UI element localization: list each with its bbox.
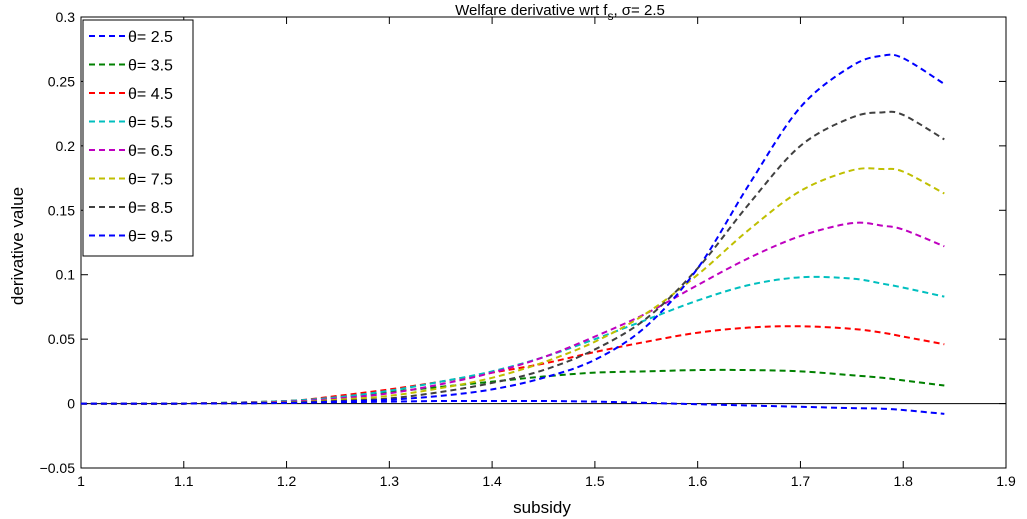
x-tick-label: 1.1 <box>174 473 194 489</box>
x-tick-label: 1 <box>77 473 85 489</box>
x-tick-label: 1.6 <box>688 473 708 489</box>
series-line-2 <box>80 368 945 405</box>
y-tick-label: −0.05 <box>40 460 76 476</box>
legend-entry-4: θ= 5.5 <box>128 115 173 132</box>
series-line-3 <box>80 325 945 405</box>
y-tick-label: 0.1 <box>56 267 76 283</box>
series-line-1 <box>80 399 945 415</box>
x-tick-label: 1.9 <box>996 473 1016 489</box>
legend-box <box>82 19 194 257</box>
x-axis-label: subsidy <box>513 498 571 517</box>
x-tick-label: 1.3 <box>380 473 400 489</box>
series-line-7 <box>80 110 945 405</box>
title-suffix: , σ= 2.5 <box>613 2 664 19</box>
legend-entry-7: θ= 8.5 <box>128 200 173 217</box>
x-tick-label: 1.5 <box>585 473 605 489</box>
x-tick-label: 1.2 <box>277 473 297 489</box>
y-tick-label: 0.25 <box>48 73 75 89</box>
legend-entry-2: θ= 3.5 <box>128 58 173 75</box>
series-line-5 <box>80 221 945 405</box>
legend-entry-5: θ= 6.5 <box>128 143 173 160</box>
y-tick-label: 0.05 <box>48 331 75 347</box>
legend-entry-8: θ= 9.5 <box>128 229 173 246</box>
axes-frame <box>80 16 1007 469</box>
x-tick-label: 1.8 <box>893 473 913 489</box>
legend: θ= 2.5 θ= 3.5 θ= 4.5 θ= 5.5 θ= 6.5 θ= 7.5 θ= 8… <box>82 19 194 257</box>
y-tick-label: 0 <box>67 396 75 412</box>
y-axis-label: derivative value <box>8 187 27 305</box>
legend-entry-3: θ= 4.5 <box>128 86 173 103</box>
series-line-8 <box>80 53 945 405</box>
legend-entry-1: θ= 2.5 <box>128 29 173 46</box>
x-tick-label: 1.7 <box>791 473 811 489</box>
y-tick-label: 0.3 <box>56 9 76 25</box>
y-tick-label: 0.15 <box>48 202 75 218</box>
chart-title: Welfare derivative wrt fs, σ= 2.5 <box>455 2 665 23</box>
title-subscript: s <box>607 9 613 23</box>
legend-entry-6: θ= 7.5 <box>128 172 173 189</box>
plot-area: 1 1.1 1.2 1.3 1.4 1.5 1.6 1.7 1.8 1.9 −0.05 0 0.05 0.… <box>40 9 1016 489</box>
x-tick-label: 1.4 <box>482 473 502 489</box>
y-tick-label: 0.2 <box>56 138 76 154</box>
